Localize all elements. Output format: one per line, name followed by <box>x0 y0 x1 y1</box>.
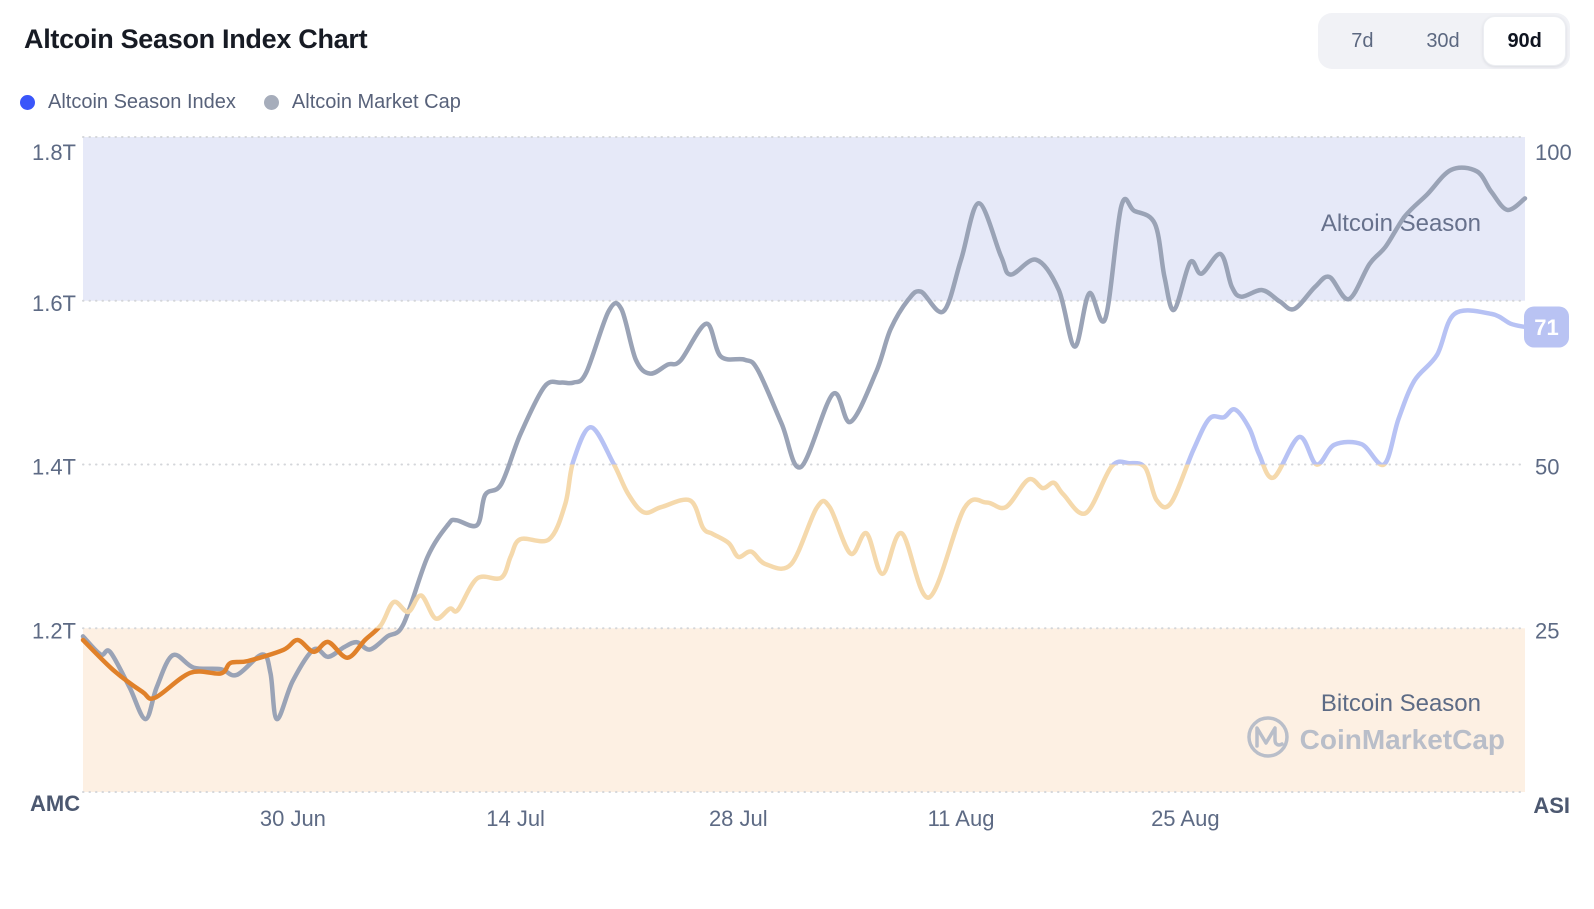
altcoin-market-cap-line <box>80 165 1528 722</box>
current-value-badge-text: 71 <box>1534 315 1558 340</box>
left-axis-tick: 1.6T <box>32 291 76 316</box>
right-axis-tick: 25 <box>1535 618 1559 643</box>
left-axis-name: AMC <box>30 791 80 816</box>
range-button-7d[interactable]: 7d <box>1351 29 1374 52</box>
coinmarketcap-logo-m <box>1255 726 1284 748</box>
zone-band-altcoin-season <box>83 137 1525 301</box>
x-axis-date-label: 28 Jul <box>709 806 768 831</box>
legend-label: Altcoin Season Index <box>48 91 236 113</box>
x-axis-date-label: 30 Jun <box>260 806 326 831</box>
x-axis-date-label: 25 Aug <box>1151 806 1220 831</box>
altcoin-season-index-line <box>570 308 1528 465</box>
legend-label: Altcoin Market Cap <box>291 91 461 113</box>
bitcoin-season-zone-label: Bitcoin Season <box>1321 690 1481 717</box>
blue-dot-icon <box>20 95 35 110</box>
coinmarketcap-watermark-text: CoinMarketCap <box>1300 724 1505 755</box>
left-axis-tick: 1.2T <box>32 618 76 643</box>
legend-item-altcoin-season-index[interactable]: Altcoin Season Index <box>20 91 236 114</box>
page-title: Altcoin Season Index Chart <box>24 24 368 54</box>
left-axis-tick: 1.8T <box>32 140 76 165</box>
coinmarketcap-logo-icon <box>1247 716 1289 758</box>
x-axis-date-label: 11 Aug <box>928 806 995 831</box>
zone-band-bitcoin-season <box>83 628 1525 792</box>
current-value-badge <box>1524 306 1569 348</box>
legend-item-altcoin-market-cap[interactable]: Altcoin Market Cap <box>263 91 461 114</box>
chart-legend: Altcoin Season Index Altcoin Market Cap <box>20 91 475 114</box>
right-axis-tick: 50 <box>1535 455 1559 480</box>
time-range-switcher: 7d 30d 90d <box>1318 13 1570 69</box>
x-axis-date-label: 14 Jul <box>486 806 545 831</box>
left-axis-tick: 1.4T <box>32 455 76 480</box>
right-axis-tick: 100 <box>1535 140 1572 165</box>
range-button-90d[interactable]: 90d <box>1483 16 1567 66</box>
right-axis-name: ASI <box>1533 793 1570 818</box>
altcoin-season-index-line <box>80 628 382 701</box>
gray-dot-icon <box>263 95 279 110</box>
altcoin-season-index-line <box>375 464 1387 629</box>
range-button-30d[interactable]: 30d <box>1426 29 1460 52</box>
